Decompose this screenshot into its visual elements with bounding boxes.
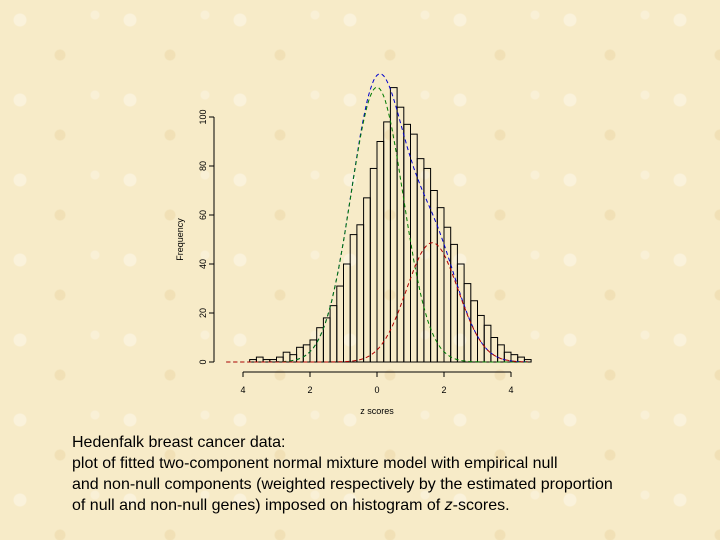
histogram-bar-14 xyxy=(343,263,351,363)
caption-line-4-suffix: -scores. xyxy=(452,497,510,514)
histogram-bar-17 xyxy=(363,197,371,363)
histogram-bar-5 xyxy=(282,351,291,363)
histogram-bar-10 xyxy=(316,327,324,363)
x-tick-label-3: 2 xyxy=(441,385,446,395)
x-tick-label-1: 2 xyxy=(307,385,312,395)
histogram-bar-33 xyxy=(470,300,478,363)
histogram-bar-12 xyxy=(329,305,338,363)
histogram-bar-15 xyxy=(349,234,358,363)
histogram-bar-32 xyxy=(463,283,472,363)
density-curves xyxy=(226,73,528,363)
y-tick-label-0: 0 xyxy=(198,359,208,364)
histogram-bar-20 xyxy=(383,121,391,363)
x-axis-label: z scores xyxy=(360,406,394,416)
histogram-bar-18 xyxy=(369,167,378,363)
histogram-bar-28 xyxy=(436,207,445,363)
histogram-bar-31 xyxy=(456,263,465,363)
caption-line-1: Hedenfalk breast cancer data: xyxy=(72,434,286,451)
histogram-bar-1 xyxy=(255,356,264,363)
histogram-bar-23 xyxy=(403,123,411,363)
x-tick-label-0: 4 xyxy=(240,385,245,395)
histogram-bars xyxy=(249,87,532,363)
histogram-bar-41 xyxy=(523,359,532,363)
histogram-bar-35 xyxy=(483,324,492,363)
histogram-bar-21 xyxy=(389,87,398,363)
caption-line-3: and non-null components (weighted respec… xyxy=(72,476,613,493)
histogram-bar-19 xyxy=(376,141,385,363)
x-tick-label-4: 4 xyxy=(508,385,513,395)
histogram-bar-11 xyxy=(322,317,331,363)
y-tick-label-2: 40 xyxy=(198,259,208,269)
histogram-bar-26 xyxy=(423,167,432,363)
y-tick-label-1: 20 xyxy=(198,308,208,318)
histogram-bar-8 xyxy=(302,344,311,363)
y-axis-label: Frequency xyxy=(175,218,185,261)
caption-line-4: of null and non-null genes) imposed on h… xyxy=(72,495,702,516)
caption-line-4-prefix: of null and non-null genes) imposed on h… xyxy=(72,497,445,514)
histogram-bar-30 xyxy=(450,243,458,363)
histogram-bar-16 xyxy=(356,224,365,363)
histogram-bar-13 xyxy=(336,285,344,363)
histogram-bar-36 xyxy=(490,337,499,363)
histogram-bar-4 xyxy=(276,356,284,363)
caption-line-4-italic: z xyxy=(444,497,453,514)
y-tick-label-5: 100 xyxy=(198,109,208,124)
y-tick-label-3: 60 xyxy=(198,210,208,220)
y-tick-label-4: 80 xyxy=(198,161,208,171)
histogram-bar-22 xyxy=(396,106,405,363)
caption-line-2: plot of fitted two-component normal mixt… xyxy=(72,455,558,472)
x-tick-label-2: 0 xyxy=(374,385,379,395)
curve-non-null-component xyxy=(226,242,528,363)
figure-caption: Hedenfalk breast cancer data: plot of fi… xyxy=(72,432,702,516)
